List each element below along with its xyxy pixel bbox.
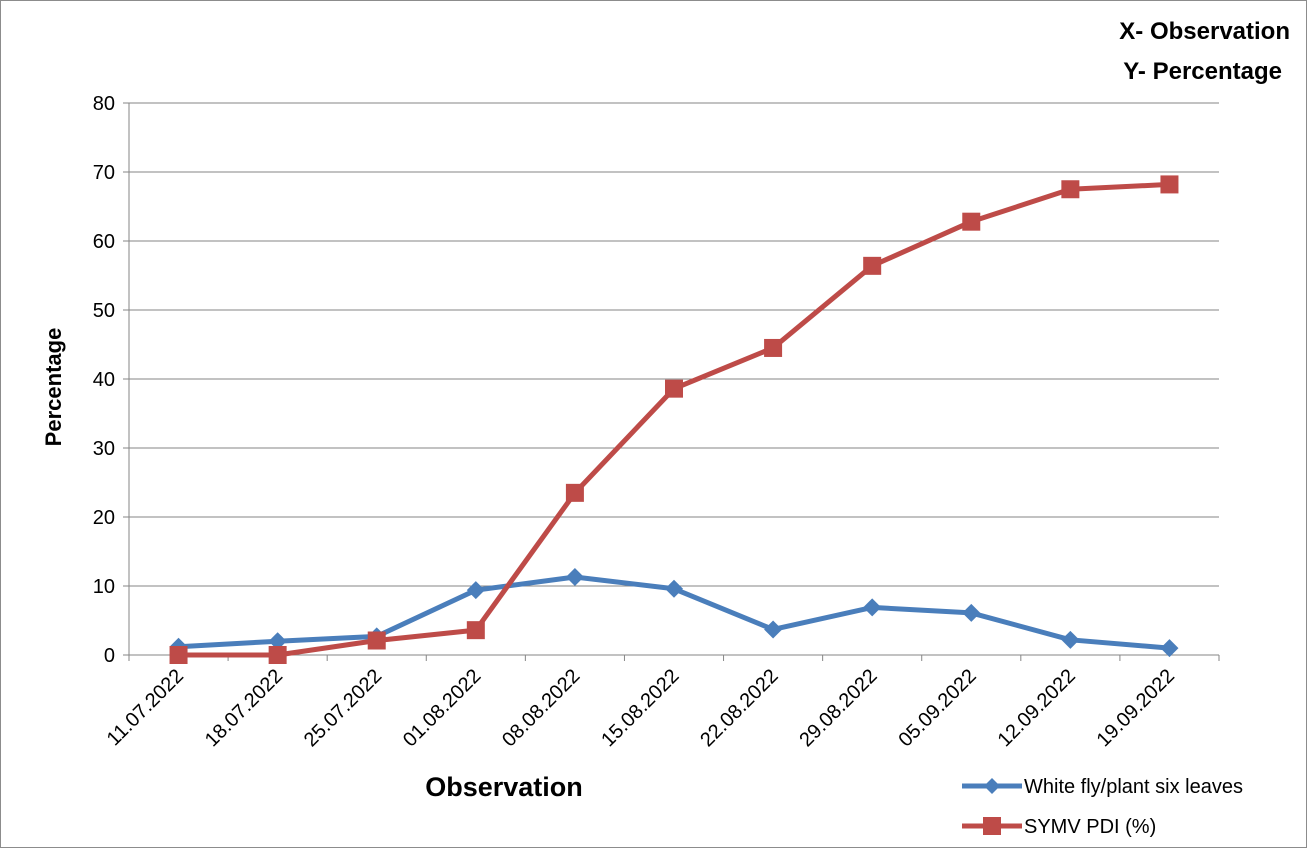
legend-label-symv: SYMV PDI (%)	[1024, 816, 1156, 838]
point-0-9	[1061, 630, 1080, 649]
legend-entry-symv: SYMV PDI (%)	[962, 816, 1156, 838]
point-1-2	[367, 631, 386, 650]
y-axis-title: Percentage	[41, 328, 66, 447]
y-tick-label-60: 60	[93, 231, 115, 253]
gridlines	[129, 102, 1219, 587]
point-1-5	[665, 379, 683, 398]
point-0-4	[565, 568, 584, 587]
y-tick-label-40: 40	[93, 369, 115, 391]
point-1-8	[962, 212, 981, 231]
point-0-6	[764, 620, 783, 639]
y-tick-label-50: 50	[93, 300, 115, 322]
y-tick-label-30: 30	[93, 438, 115, 460]
point-0-5	[665, 579, 683, 598]
corner-note-x: X- Observation	[1119, 18, 1290, 45]
point-1-9	[1061, 180, 1080, 199]
point-0-7	[863, 598, 882, 617]
point-1-1	[268, 646, 287, 664]
point-1-10	[1160, 175, 1179, 194]
point-0-8	[962, 603, 981, 622]
point-1-4	[565, 483, 584, 502]
y-tick-label-20: 20	[93, 507, 115, 529]
point-1-6	[764, 338, 783, 357]
y-tick-label-10: 10	[93, 576, 115, 598]
point-1-7	[863, 256, 882, 275]
y-tick-label-80: 80	[93, 93, 115, 115]
y-tick-label-0: 0	[104, 645, 115, 667]
legend-label-whitefly: White fly/plant six leaves	[1024, 776, 1243, 798]
point-0-3	[466, 581, 485, 600]
x-axis-title: Observation	[425, 772, 583, 802]
point-0-1	[268, 632, 287, 651]
legend-entry-whitefly: White fly/plant six leaves	[962, 776, 1243, 798]
y-tick-label-70: 70	[93, 162, 115, 184]
corner-note-y: Y- Percentage	[1123, 58, 1282, 85]
legend-swatch-symv-marker	[983, 817, 1001, 835]
legend-swatch-whitefly-marker	[984, 778, 1000, 794]
series-1	[169, 175, 1179, 664]
point-0-10	[1160, 639, 1179, 658]
point-1-0	[169, 646, 188, 664]
legend: White fly/plant six leaves SYMV PDI (%)	[962, 776, 1243, 838]
point-1-3	[466, 621, 485, 640]
series	[169, 175, 1179, 664]
